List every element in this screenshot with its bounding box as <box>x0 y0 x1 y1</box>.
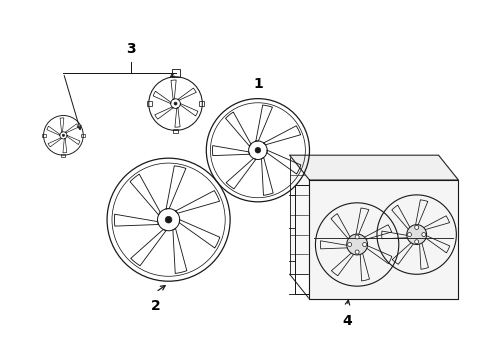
Circle shape <box>346 234 367 255</box>
Text: 1: 1 <box>252 77 262 91</box>
Circle shape <box>414 240 418 244</box>
Polygon shape <box>289 155 457 180</box>
Circle shape <box>362 243 366 247</box>
Circle shape <box>414 225 418 229</box>
Text: 2: 2 <box>150 299 160 313</box>
Bar <box>171 69 179 77</box>
Circle shape <box>354 250 358 254</box>
Circle shape <box>165 216 172 223</box>
Circle shape <box>62 134 64 136</box>
Circle shape <box>421 233 425 237</box>
Circle shape <box>354 242 359 247</box>
Text: 3: 3 <box>126 42 135 56</box>
Circle shape <box>406 225 426 244</box>
Circle shape <box>407 233 411 237</box>
Circle shape <box>255 148 260 153</box>
Circle shape <box>174 102 177 105</box>
Text: 4: 4 <box>342 314 351 328</box>
Polygon shape <box>289 155 438 274</box>
Circle shape <box>414 233 418 237</box>
Circle shape <box>347 243 351 247</box>
Circle shape <box>354 235 358 239</box>
Polygon shape <box>309 180 457 299</box>
